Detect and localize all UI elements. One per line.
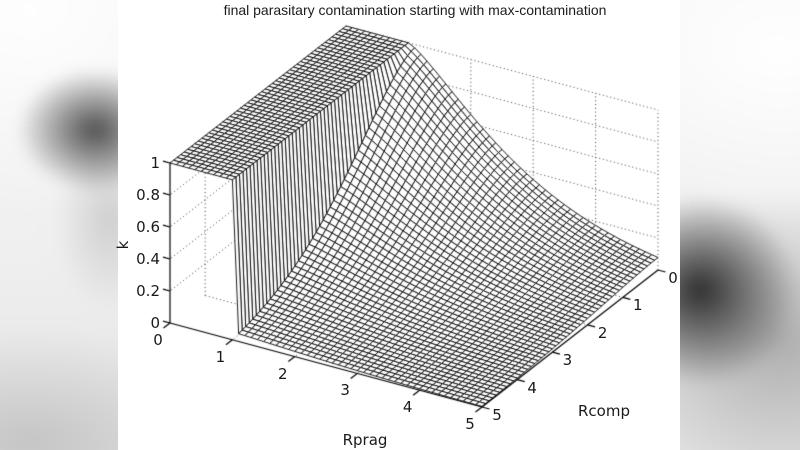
surface-plot-canvas — [0, 0, 800, 450]
screenshot-stage: final parasitary contamination starting … — [0, 0, 800, 450]
